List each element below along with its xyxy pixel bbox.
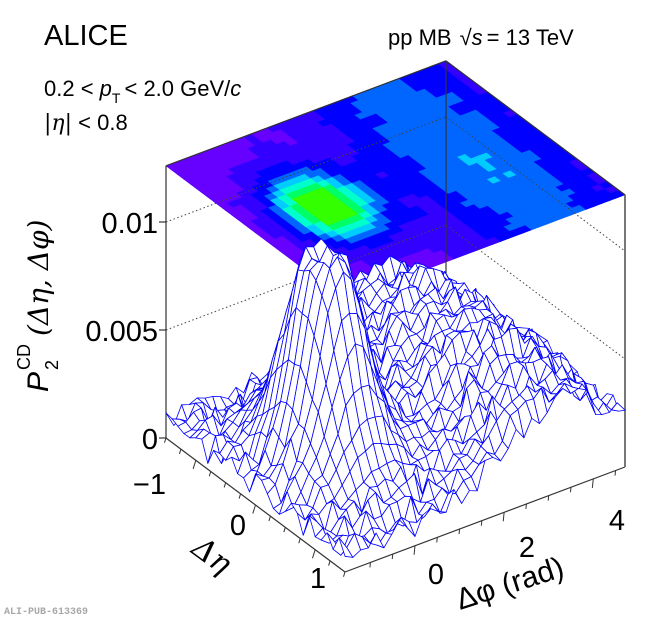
- y-tick-label: 2: [519, 532, 535, 564]
- x-tick: [268, 516, 271, 522]
- collision-system: pp MB: [388, 25, 452, 50]
- x-tick-label: −1: [133, 469, 166, 501]
- z-tick-label: 0.01: [102, 208, 158, 240]
- colormap-projection: [165, 60, 626, 301]
- pt-var: p: [99, 76, 112, 101]
- x-tick: [238, 493, 242, 499]
- y-tick: [413, 545, 416, 555]
- y-tick: [591, 478, 594, 488]
- z-tick-label: 0: [142, 424, 158, 456]
- z-gridline: [445, 224, 626, 360]
- watermark: ALI-PUB-613369: [4, 607, 89, 618]
- y-tick: [547, 495, 550, 501]
- surface-cell: [338, 537, 354, 558]
- x-tick: [208, 471, 212, 477]
- x-tick: [283, 527, 286, 533]
- sqrt-symbol: √: [460, 25, 473, 50]
- z-gridline: [165, 116, 447, 223]
- phi-axis-line: [344, 466, 626, 573]
- pt-unit: c: [230, 76, 241, 101]
- z-tick-label: 0.005: [85, 316, 158, 348]
- x-tick: [252, 504, 256, 514]
- y-tick-label: 0: [428, 559, 444, 591]
- x-tick: [223, 482, 227, 488]
- x-tick: [164, 437, 167, 443]
- energy-value: = 13 TeV: [487, 25, 574, 50]
- z-gridline: [165, 224, 447, 331]
- x-tick-label: 0: [230, 510, 246, 542]
- energy-var: s: [472, 25, 483, 50]
- z-title-var: P: [22, 372, 55, 392]
- grid-lines: [165, 116, 626, 360]
- z-gridline: [445, 116, 626, 252]
- pt-cut-label: 0.2 < pT < 2.0 GeV/c: [44, 76, 241, 106]
- top-back-right-edge: [445, 60, 626, 196]
- y-tick-label: 4: [609, 505, 625, 537]
- wireframe-surface: [165, 238, 626, 558]
- collision-label: pp MB √s = 13 TeV: [388, 25, 574, 50]
- x-tick: [343, 571, 346, 577]
- eta-var: |η|: [44, 111, 72, 136]
- y-tick: [458, 528, 461, 535]
- x-tick: [311, 549, 316, 559]
- axis-ticks: [159, 221, 617, 577]
- y-tick: [436, 537, 438, 543]
- y-tick: [391, 554, 394, 560]
- experiment-label: ALICE: [44, 20, 128, 52]
- x-tick: [178, 449, 182, 455]
- y-tick: [502, 512, 505, 522]
- pt-cut-low: 0.2 <: [44, 76, 94, 101]
- y-axis-title: Δφ (rad): [452, 551, 568, 617]
- pt-sub: T: [112, 90, 121, 106]
- pt-cut-high: < 2.0 GeV/: [124, 76, 231, 101]
- y-tick: [614, 470, 617, 476]
- z-title-args: (Δη, Δφ): [22, 220, 55, 336]
- y-tick: [369, 562, 371, 568]
- eta-cut-label: |η| < 0.8: [44, 110, 128, 136]
- z-title-sub: 2: [42, 360, 62, 370]
- x-tick-label: 1: [310, 563, 326, 595]
- x-tick: [192, 460, 197, 470]
- x-tick: [328, 560, 331, 566]
- y-tick: [569, 487, 572, 493]
- y-tick: [525, 503, 527, 510]
- z-axis-title: P 2 CD (Δη, Δφ): [14, 220, 62, 392]
- eta-value: < 0.8: [78, 110, 128, 135]
- z-title-sup: CD: [14, 344, 34, 370]
- x-tick: [298, 538, 301, 544]
- top-back-left-edge: [165, 60, 447, 167]
- y-tick: [480, 520, 483, 526]
